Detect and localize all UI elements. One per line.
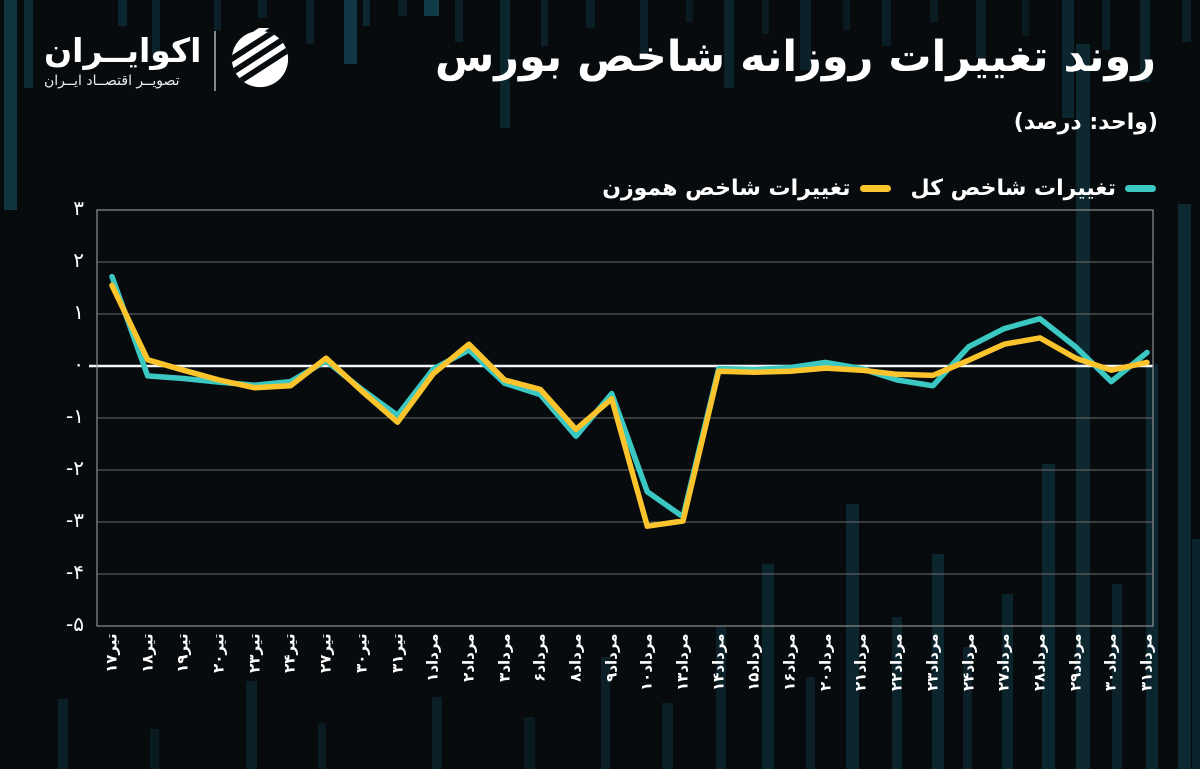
background-candle-bar xyxy=(1002,594,1013,769)
plot-border xyxy=(96,209,1154,627)
legend-item-equal-weight-index: تغییرات شاخص هموزن xyxy=(602,176,891,201)
background-candle-bar xyxy=(432,697,442,769)
background-candle-bar xyxy=(930,0,938,22)
background-candle-bar xyxy=(762,564,774,769)
brand-tagline: تصویــر اقتصــاد ایــران xyxy=(44,72,180,89)
background-candle-bar xyxy=(1076,44,1090,769)
background-candle-bar xyxy=(455,0,463,42)
background-candle-bar xyxy=(398,0,407,16)
background-candle-bar xyxy=(976,0,986,58)
background-candle-bar xyxy=(806,677,815,769)
ecoiran-logo-icon xyxy=(221,21,299,94)
brand-block: اکوایــران تصویــر اقتصــاد ایــران xyxy=(44,21,299,94)
background-candle-bar xyxy=(1182,0,1191,42)
background-candle-bar xyxy=(1042,464,1055,769)
background-candle-bar xyxy=(152,0,160,58)
legend-swatch-total-index xyxy=(1125,185,1156,192)
background-candle-bar xyxy=(424,0,439,16)
background-candle-bar xyxy=(1192,539,1200,769)
background-candle-bar xyxy=(150,729,159,769)
background-candle-bar xyxy=(800,0,811,70)
chart-title: روند تغییرات روزانه شاخص بورس xyxy=(434,32,1156,82)
background-candle-bar xyxy=(1022,0,1029,36)
background-candle-bar xyxy=(214,0,221,30)
background-candle-bar xyxy=(716,627,726,769)
background-candle-bar xyxy=(524,717,535,769)
chart-legend: تغییرات شاخص کل تغییرات شاخص هموزن xyxy=(602,176,1156,201)
background-candle-bar xyxy=(246,681,257,769)
background-candle-bar xyxy=(843,0,850,30)
background-candle-bar xyxy=(963,647,972,769)
background-candle-bar xyxy=(932,554,944,769)
background-candle-bar xyxy=(500,0,510,128)
background-candle-bar xyxy=(1146,364,1158,769)
background-candle-bar xyxy=(1102,0,1110,50)
background-candle-bar xyxy=(1140,0,1150,82)
legend-item-total-index: تغییرات شاخص کل xyxy=(910,176,1156,201)
background-candle-bar xyxy=(662,703,673,769)
background-candle-bar xyxy=(1062,0,1074,118)
background-candle-bar xyxy=(363,0,370,26)
legend-label-equal-weight-index: تغییرات شاخص هموزن xyxy=(602,176,851,201)
background-candle-bar xyxy=(892,617,902,769)
background-candle-bar xyxy=(258,0,267,18)
background-candle-bar xyxy=(58,699,68,769)
series-line-equal-weight-index xyxy=(109,282,1150,529)
background-candle-bar xyxy=(541,0,548,46)
background-candle-bar xyxy=(24,0,33,88)
background-candle-bar xyxy=(344,0,357,64)
background-candle-bar xyxy=(762,0,769,34)
background-candle-bar xyxy=(601,657,610,769)
background-candle-bar xyxy=(318,723,326,769)
background-candle-bar xyxy=(4,0,17,210)
background-candle-bar xyxy=(846,504,859,769)
brand-text: اکوایــران تصویــر اقتصــاد ایــران xyxy=(44,31,202,89)
background-candle-bar xyxy=(1178,204,1191,769)
legend-label-total-index: تغییرات شاخص کل xyxy=(910,176,1117,201)
brand-separator xyxy=(214,31,217,91)
chart-subtitle: (واحد: درصد) xyxy=(1013,110,1158,135)
background-candle-bar xyxy=(724,0,734,88)
brand-name: اکوایــران xyxy=(44,31,202,71)
background-candle-bar xyxy=(306,0,314,44)
series-line-total-index xyxy=(109,273,1150,520)
background-candle-bar xyxy=(640,0,648,56)
background-candle-bar xyxy=(1112,584,1122,769)
background-candle-bar xyxy=(686,0,693,22)
background-candle-bar xyxy=(586,0,595,28)
legend-swatch-equal-weight-index xyxy=(859,185,891,192)
background-candle-bar xyxy=(118,0,127,26)
background-candle-bar xyxy=(882,0,891,46)
